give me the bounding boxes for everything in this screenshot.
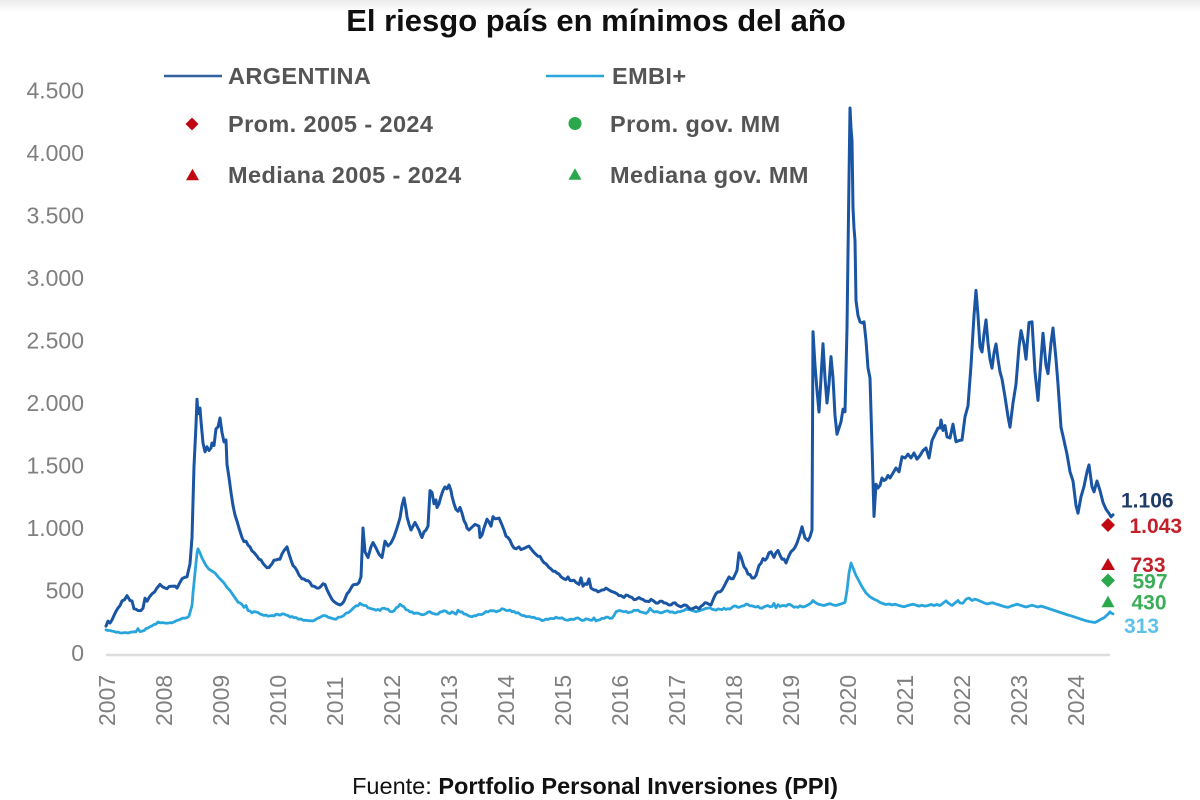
svg-text:1.043: 1.043 <box>1130 515 1183 538</box>
svg-text:2012: 2012 <box>379 675 405 726</box>
svg-text:4.000: 4.000 <box>26 140 84 166</box>
svg-text:0: 0 <box>71 640 84 666</box>
svg-text:EMBI+: EMBI+ <box>612 63 686 89</box>
svg-text:1.000: 1.000 <box>26 515 84 541</box>
svg-text:1.500: 1.500 <box>26 453 84 479</box>
svg-text:733: 733 <box>1131 554 1166 577</box>
svg-text:2018: 2018 <box>721 675 747 726</box>
svg-text:2016: 2016 <box>607 675 633 726</box>
svg-text:ARGENTINA: ARGENTINA <box>228 63 371 89</box>
svg-text:Prom. gov. MM: Prom. gov. MM <box>610 111 781 137</box>
svg-text:2.500: 2.500 <box>26 328 84 354</box>
svg-text:2013: 2013 <box>436 675 462 726</box>
svg-text:2024: 2024 <box>1063 675 1089 726</box>
svg-text:2.000: 2.000 <box>26 390 84 416</box>
svg-text:3.000: 3.000 <box>26 265 84 291</box>
svg-text:2009: 2009 <box>208 675 234 726</box>
svg-text:Fuente: Portfolio Personal Inv: Fuente: Portfolio Personal Inversiones (… <box>352 773 838 799</box>
svg-text:4.500: 4.500 <box>26 78 84 104</box>
svg-text:El riesgo país en mínimos del: El riesgo país en mínimos del año <box>346 3 846 38</box>
svg-text:2020: 2020 <box>835 675 861 726</box>
svg-text:3.500: 3.500 <box>26 203 84 229</box>
svg-text:2023: 2023 <box>1006 675 1032 726</box>
svg-text:430: 430 <box>1132 592 1167 615</box>
svg-text:313: 313 <box>1124 615 1159 638</box>
svg-text:2017: 2017 <box>664 675 690 726</box>
svg-text:1.106: 1.106 <box>1121 490 1174 513</box>
svg-text:2010: 2010 <box>265 675 291 726</box>
svg-text:2022: 2022 <box>949 675 975 726</box>
svg-text:2021: 2021 <box>892 675 918 726</box>
svg-text:Prom. 2005 - 2024: Prom. 2005 - 2024 <box>228 111 433 137</box>
svg-text:2008: 2008 <box>151 675 177 726</box>
svg-text:2019: 2019 <box>778 675 804 726</box>
svg-text:2015: 2015 <box>550 675 576 726</box>
svg-text:Mediana gov. MM: Mediana gov. MM <box>610 162 809 188</box>
svg-text:Mediana 2005 - 2024: Mediana 2005 - 2024 <box>228 162 462 188</box>
svg-text:597: 597 <box>1133 571 1168 594</box>
svg-text:2007: 2007 <box>94 675 120 726</box>
svg-text:2014: 2014 <box>493 675 519 726</box>
svg-text:500: 500 <box>46 578 84 604</box>
svg-text:2011: 2011 <box>322 677 348 726</box>
